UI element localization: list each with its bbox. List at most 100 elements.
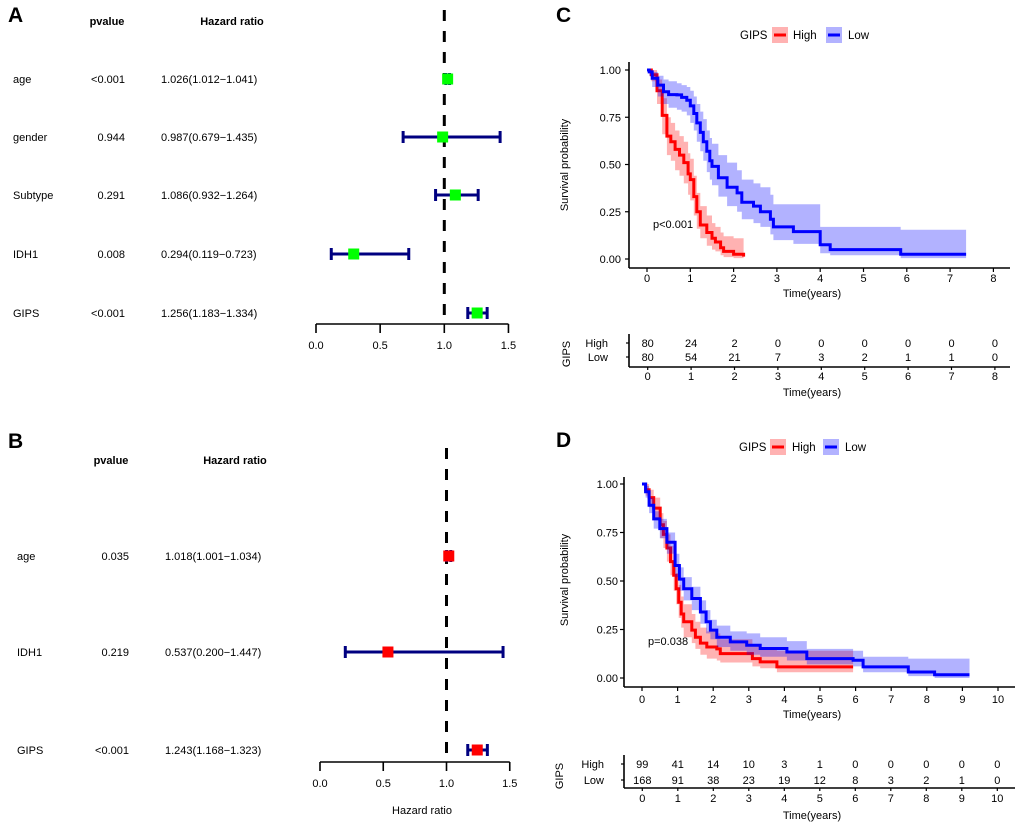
risk-table-row-high: High 99 41 14 10 3 1 0 0 0 0 0 xyxy=(581,759,1000,771)
y-tick-label: 0.00 xyxy=(600,254,621,266)
y-axis-title: Survival probability xyxy=(559,118,571,211)
risk-table-x-tick-label: 6 xyxy=(852,793,858,805)
hazard-ratio-value: 0.537(0.200−1.447) xyxy=(165,647,261,659)
risk-table-row-low: Low 80 54 21 7 3 2 1 1 0 xyxy=(588,352,998,364)
variable-label: gender xyxy=(13,132,48,144)
x-tick-label: 1 xyxy=(687,273,693,285)
panel-label-a: A xyxy=(8,4,23,27)
forest-plot-b: pvalue Hazard ratio age 0.035 1.018(1.001−1.… xyxy=(17,448,517,817)
x-tick-label: 0.5 xyxy=(376,778,391,790)
number-at-risk: 23 xyxy=(743,775,755,787)
x-tick-label: 7 xyxy=(947,273,953,285)
risk-table-x-tick-label: 7 xyxy=(948,371,954,383)
number-at-risk: 24 xyxy=(685,338,697,350)
number-at-risk: 3 xyxy=(781,759,787,771)
survival-curve xyxy=(642,482,970,677)
pvalue-value: <0.001 xyxy=(91,74,125,86)
variable-label: age xyxy=(17,551,35,563)
survival-curve xyxy=(647,68,746,257)
legend-item-high: High xyxy=(772,27,817,43)
y-tick-label: 0.75 xyxy=(600,112,621,124)
x-axis-title: Hazard ratio xyxy=(392,805,452,817)
forest-row: Subtype 0.291 1.086(0.932−1.264) xyxy=(13,189,480,202)
panel-label-d: D xyxy=(556,429,571,452)
number-at-risk: 0 xyxy=(852,759,858,771)
hazard-ratio-marker xyxy=(471,744,483,756)
x-tick-label: 10 xyxy=(992,694,1004,706)
risk-table-x-tick-label: 3 xyxy=(746,793,752,805)
number-at-risk: 2 xyxy=(862,352,868,364)
hazard-ratio-marker xyxy=(442,73,454,85)
number-at-risk: 8 xyxy=(852,775,858,787)
risk-table-x-tick-label: 8 xyxy=(923,793,929,805)
panel-label-c: C xyxy=(556,4,571,27)
number-at-risk: 0 xyxy=(905,338,911,350)
pvalue-column-header: pvalue xyxy=(94,455,129,467)
x-tick-label: 0 xyxy=(639,694,645,706)
x-axis-title: Time(years) xyxy=(783,709,841,721)
pvalue-value: 0.008 xyxy=(97,249,125,261)
hazard-ratio-column-header: Hazard ratio xyxy=(203,455,267,467)
variable-label: age xyxy=(13,74,31,86)
pvalue-value: 0.035 xyxy=(101,551,129,563)
number-at-risk: 10 xyxy=(743,759,755,771)
x-tick-label: 8 xyxy=(924,694,930,706)
legend-label: High xyxy=(792,442,816,454)
number-at-risk: 41 xyxy=(672,759,684,771)
y-tick-label: 1.00 xyxy=(597,479,618,491)
risk-table-x-tick-label: 9 xyxy=(959,793,965,805)
survival-curve xyxy=(647,68,967,256)
forest-row: GIPS <0.001 1.243(1.168−1.323) xyxy=(17,744,489,757)
number-at-risk: 19 xyxy=(778,775,790,787)
hazard-ratio-value: 0.987(0.679−1.435) xyxy=(161,132,257,144)
x-tick-label: 0.5 xyxy=(373,340,388,352)
x-tick-label: 6 xyxy=(904,273,910,285)
y-tick-label: 0.50 xyxy=(597,576,618,588)
number-at-risk: 0 xyxy=(775,338,781,350)
risk-table-x-tick-label: 5 xyxy=(817,793,823,805)
y-tick-label: 0.25 xyxy=(600,207,621,219)
risk-table-title: GIPS xyxy=(561,341,573,367)
variable-label: GIPS xyxy=(17,745,43,757)
y-tick-label: 0.25 xyxy=(597,625,618,637)
variable-label: GIPS xyxy=(13,308,39,320)
x-tick-label: 1.5 xyxy=(502,778,517,790)
x-tick-label: 4 xyxy=(817,273,823,285)
series-high xyxy=(642,482,854,673)
number-at-risk: 0 xyxy=(862,338,868,350)
pvalue-value: <0.001 xyxy=(95,745,129,757)
legend-item-low: Low xyxy=(823,439,867,455)
x-tick-label: 0 xyxy=(644,273,650,285)
risk-table-title: GIPS xyxy=(554,763,566,789)
forest-row: GIPS <0.001 1.256(1.183−1.334) xyxy=(13,307,489,320)
risk-table-x-tick-label: 5 xyxy=(862,371,868,383)
number-at-risk: 0 xyxy=(948,338,954,350)
legend: GIPS High Low xyxy=(739,439,867,455)
risk-table-row-label: Low xyxy=(584,775,604,787)
confidence-band xyxy=(642,484,970,678)
risk-table-x-tick-label: 2 xyxy=(710,793,716,805)
risk-table-x-tick-label: 8 xyxy=(992,371,998,383)
number-at-risk: 0 xyxy=(923,759,929,771)
hazard-ratio-marker xyxy=(471,307,483,319)
hazard-ratio-value: 1.086(0.932−1.264) xyxy=(161,190,257,202)
pvalue-value: 0.219 xyxy=(101,647,129,659)
number-at-risk: 12 xyxy=(814,775,826,787)
x-tick-label: 0.0 xyxy=(312,778,327,790)
variable-label: IDH1 xyxy=(13,249,38,261)
x-tick-label: 4 xyxy=(781,694,787,706)
y-tick-label: 0.75 xyxy=(597,528,618,540)
legend-label: Low xyxy=(848,30,870,42)
risk-table-x-tick-label: 0 xyxy=(639,793,645,805)
number-at-risk: 2 xyxy=(731,338,737,350)
risk-table-x-tick-label: 0 xyxy=(645,371,651,383)
number-at-risk: 7 xyxy=(775,352,781,364)
series-low xyxy=(647,68,967,259)
forest-row: age 0.035 1.018(1.001−1.034) xyxy=(17,550,455,563)
number-at-risk: 80 xyxy=(642,338,654,350)
panel-label-b: B xyxy=(8,430,23,453)
x-tick-label: 1.5 xyxy=(501,340,516,352)
number-at-risk: 3 xyxy=(888,775,894,787)
number-at-risk: 1 xyxy=(905,352,911,364)
